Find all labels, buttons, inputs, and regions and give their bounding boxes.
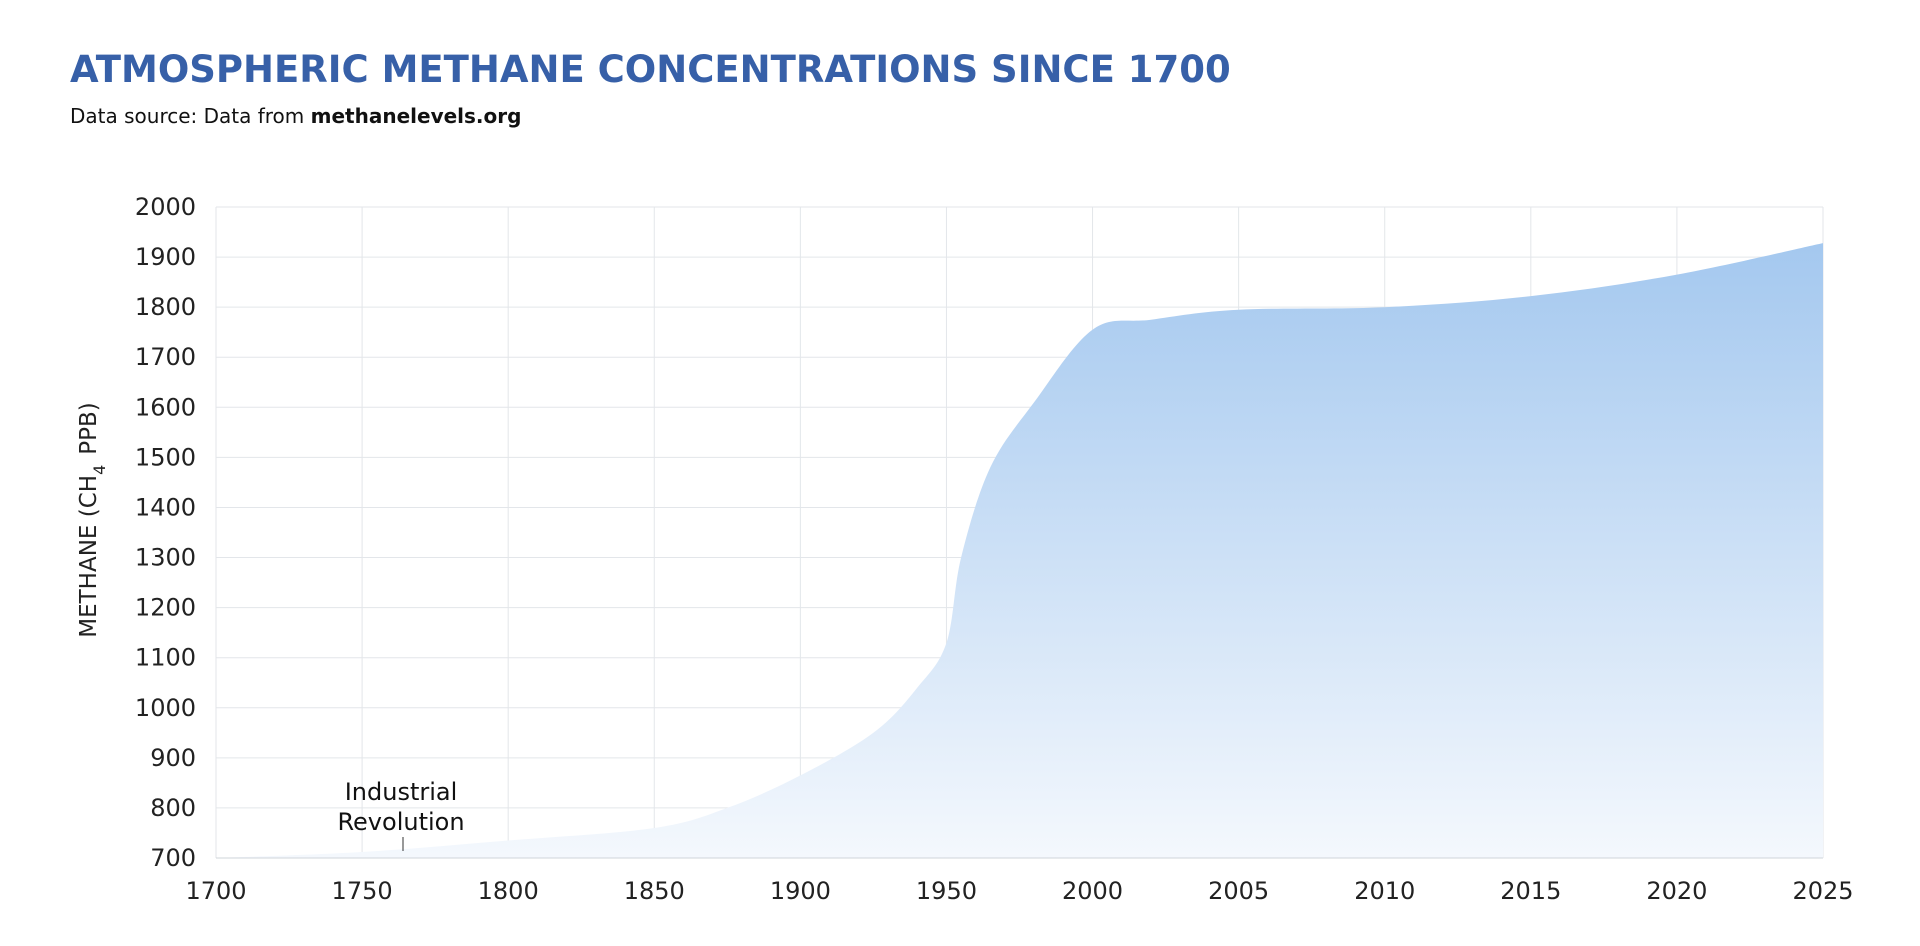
annotation-label-line1: Industrial bbox=[345, 778, 458, 806]
y-tick-label: 1100 bbox=[135, 644, 196, 672]
y-tick-label: 1600 bbox=[135, 393, 196, 421]
x-tick-label: 1750 bbox=[332, 877, 393, 905]
y-tick-label: 1900 bbox=[135, 243, 196, 271]
y-tick-label: 900 bbox=[150, 744, 196, 772]
y-tick-label: 1200 bbox=[135, 594, 196, 622]
y-tick-label: 1500 bbox=[135, 443, 196, 471]
y-axis-label-end: PPB) bbox=[76, 402, 102, 455]
y-tick-label: 2000 bbox=[135, 193, 196, 221]
y-tick-label: 1300 bbox=[135, 544, 196, 572]
y-axis-label-main: METHANE (CH bbox=[76, 475, 102, 638]
y-tick-label: 800 bbox=[150, 794, 196, 822]
y-tick-label: 1800 bbox=[135, 293, 196, 321]
x-tick-label: 2020 bbox=[1646, 877, 1707, 905]
x-tick-label: 1850 bbox=[624, 877, 685, 905]
methane-area bbox=[216, 243, 1823, 859]
x-tick-label: 2005 bbox=[1208, 877, 1269, 905]
x-tick-label: 2015 bbox=[1500, 877, 1561, 905]
data-source: Data source: Data from methanelevels.org bbox=[70, 104, 521, 128]
data-source-prefix: Data source: Data from bbox=[70, 104, 311, 128]
y-tick-label: 1400 bbox=[135, 493, 196, 521]
y-tick-label: 700 bbox=[150, 844, 196, 872]
annotation-label-line2: Revolution bbox=[337, 808, 464, 836]
x-tick-label: 1700 bbox=[185, 877, 246, 905]
x-tick-label: 2010 bbox=[1354, 877, 1415, 905]
y-axis-label: METHANE (CH4 PPB) bbox=[76, 402, 109, 638]
y-tick-label: 1000 bbox=[135, 694, 196, 722]
y-tick-label: 1700 bbox=[135, 343, 196, 371]
y-axis: 700 800 900 1000 1100 1200 1300 1400 1500 1600 170… bbox=[135, 193, 196, 872]
x-tick-label: 2025 bbox=[1792, 877, 1853, 905]
chart-title: ATMOSPHERIC METHANE CONCENTRATIONS SINCE… bbox=[70, 48, 1231, 91]
x-tick-label: 2000 bbox=[1062, 877, 1123, 905]
x-tick-label: 1950 bbox=[916, 877, 977, 905]
data-source-name: methanelevels.org bbox=[310, 104, 522, 128]
x-tick-label: 1900 bbox=[770, 877, 831, 905]
y-axis-label-sub: 4 bbox=[90, 465, 109, 475]
x-tick-label: 1800 bbox=[478, 877, 539, 905]
x-axis: 1700 1750 1800 1850 1900 1950 2000 2005 2010 2015… bbox=[185, 857, 1854, 905]
